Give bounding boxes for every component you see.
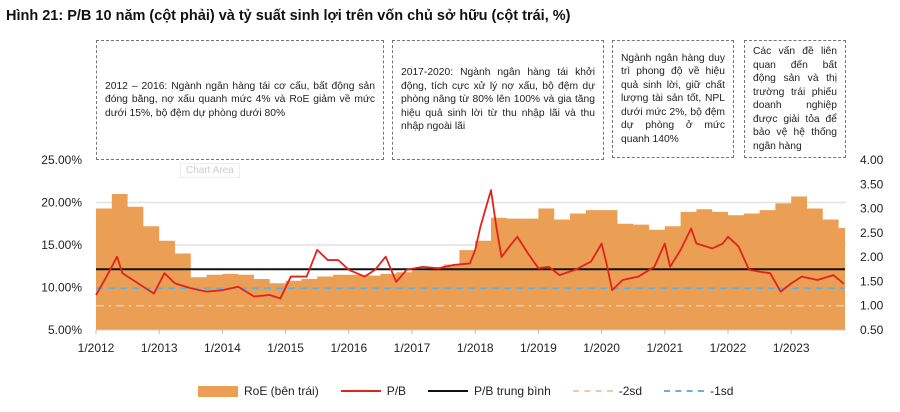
x-tick-label: 1/2017	[394, 341, 431, 355]
x-tick-label: 1/2013	[141, 341, 178, 355]
x-tick-label: 1/2023	[773, 341, 810, 355]
legend-minus2sd: -2sd	[572, 384, 643, 398]
x-tick-label: 1/2019	[520, 341, 557, 355]
y-left-tick-label: 25.00%	[41, 153, 82, 167]
y-right-tick-label: 0.50	[860, 323, 884, 337]
legend: RoE (bên trái) P/B P/B trung bình -2sd -…	[198, 384, 755, 398]
legend-swatch-mean	[428, 390, 469, 392]
x-tick-label: 1/2012	[78, 341, 115, 355]
legend-swatch-minus1sd	[664, 390, 705, 392]
y-right-tick-label: 3.00	[860, 202, 884, 216]
y-right-tick-label: 2.00	[860, 250, 884, 264]
annotation-2021: Ngành ngân hàng duy trì phong độ về hiệu…	[612, 40, 734, 158]
legend-swatch-pb	[340, 390, 381, 392]
y-left-tick-label: 5.00%	[48, 323, 82, 337]
legend-pb: P/B	[340, 384, 407, 398]
y-right-tick-label: 3.50	[860, 177, 884, 191]
y-left-tick-label: 10.00%	[41, 281, 82, 295]
annotation-2022-2023: Các vấn đề liên quan đến bất động sản và…	[744, 40, 846, 158]
y-right-tick-label: 4.00	[860, 153, 884, 167]
x-tick-label: 1/2020	[583, 341, 620, 355]
legend-roe: RoE (bên trái)	[198, 384, 319, 398]
x-tick-label: 1/2014	[204, 341, 241, 355]
annotation-text: Ngành ngân hàng duy trì phong độ về hiệu…	[621, 52, 725, 145]
annotation-2012-2016: 2012 – 2016: Ngành ngân hàng tái cơ cấu,…	[96, 40, 384, 160]
annotation-text: 2012 – 2016: Ngành ngân hàng tái cơ cấu,…	[105, 80, 375, 119]
y-left-tick-label: 15.00%	[41, 238, 82, 252]
legend-label: RoE (bên trái)	[244, 384, 319, 398]
x-tick-label: 1/2021	[646, 341, 683, 355]
annotation-2017-2020: 2017-2020: Ngành ngân hàng tái khởi động…	[392, 40, 604, 160]
chart-area-tooltip: Chart Area	[180, 163, 240, 178]
pb-line	[95, 189, 845, 300]
legend-label: P/B	[386, 384, 407, 398]
legend-label: P/B trung bình	[474, 384, 551, 398]
y-right-tick-label: 1.50	[860, 274, 884, 288]
annotation-text: Các vấn đề liên quan đến bất động sản và…	[753, 46, 837, 152]
x-tick-label: 1/2018	[457, 341, 494, 355]
legend-label: -2sd	[618, 384, 643, 398]
x-tick-label: 1/2016	[330, 341, 367, 355]
y-left-tick-label: 20.00%	[41, 196, 82, 210]
annotation-text: 2017-2020: Ngành ngân hàng tái khởi động…	[401, 67, 595, 133]
figure-title: Hình 21: P/B 10 năm (cột phải) và tỷ suấ…	[6, 8, 571, 24]
legend-swatch-roe	[198, 385, 238, 397]
x-tick-label: 1/2015	[267, 341, 304, 355]
legend-minus1sd: -1sd	[664, 384, 733, 398]
legend-swatch-minus2sd	[572, 390, 613, 392]
legend-mean: P/B trung bình	[428, 384, 551, 398]
legend-label: -1sd	[710, 384, 734, 398]
x-tick-label: 1/2022	[710, 341, 747, 355]
y-right-tick-label: 1.00	[860, 299, 884, 313]
y-right-tick-label: 2.50	[860, 226, 884, 240]
